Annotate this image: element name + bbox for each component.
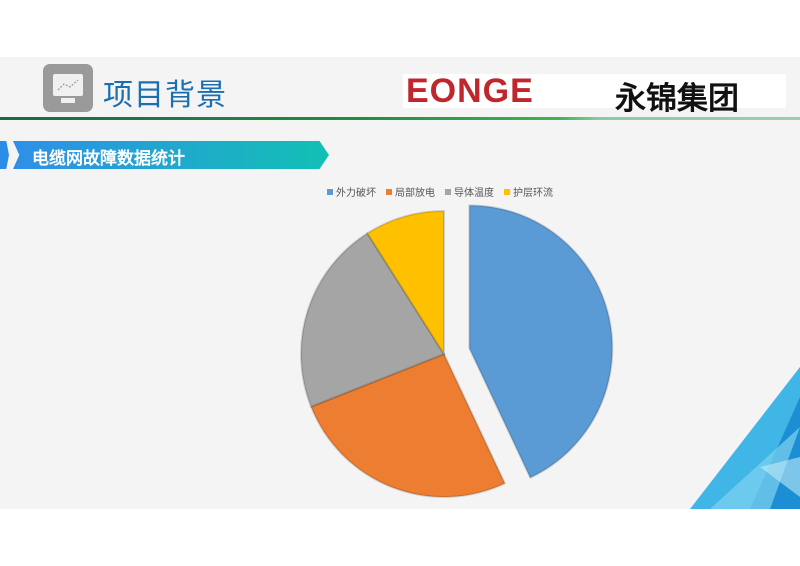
pie-slice-3 bbox=[365, 209, 445, 358]
pie-slice-2 bbox=[300, 231, 446, 408]
logo-text-en: EONGE bbox=[406, 72, 534, 110]
pie-slice-1 bbox=[309, 352, 507, 498]
legend-label: 外力破坏 bbox=[336, 188, 376, 199]
legend-item: 导体温度 bbox=[445, 184, 494, 199]
chart-monitor-icon bbox=[43, 64, 93, 112]
page-title: 项目背景 bbox=[103, 78, 227, 113]
logo-text-cn: 永锦集团 bbox=[615, 81, 739, 117]
legend-swatch bbox=[504, 188, 510, 195]
slide: 项目背景 EONGE 永锦集团 电缆网故障数据统计 外力破坏 局部放电 导体温度 护层… bbox=[0, 57, 800, 509]
banner-tab bbox=[0, 141, 9, 169]
company-logo: EONGE 永锦集团 bbox=[403, 72, 786, 117]
section-title: 电缆网故障数据统计 bbox=[32, 149, 185, 169]
pie-slice-0 bbox=[468, 204, 614, 480]
legend-swatch bbox=[386, 188, 392, 195]
legend-swatch bbox=[327, 188, 333, 195]
legend-item: 外力破坏 bbox=[327, 184, 376, 199]
header-divider bbox=[0, 117, 800, 120]
chart-legend: 外力破坏 局部放电 导体温度 护层环流 bbox=[327, 184, 553, 199]
legend-label: 导体温度 bbox=[454, 188, 494, 199]
legend-label: 护层环流 bbox=[513, 188, 553, 199]
legend-label: 局部放电 bbox=[395, 188, 435, 199]
legend-swatch bbox=[445, 188, 451, 195]
legend-item: 护层环流 bbox=[504, 184, 553, 199]
pie-chart bbox=[300, 204, 614, 498]
decorative-triangles bbox=[690, 367, 800, 509]
legend-item: 局部放电 bbox=[386, 184, 435, 199]
section-banner bbox=[13, 141, 329, 169]
